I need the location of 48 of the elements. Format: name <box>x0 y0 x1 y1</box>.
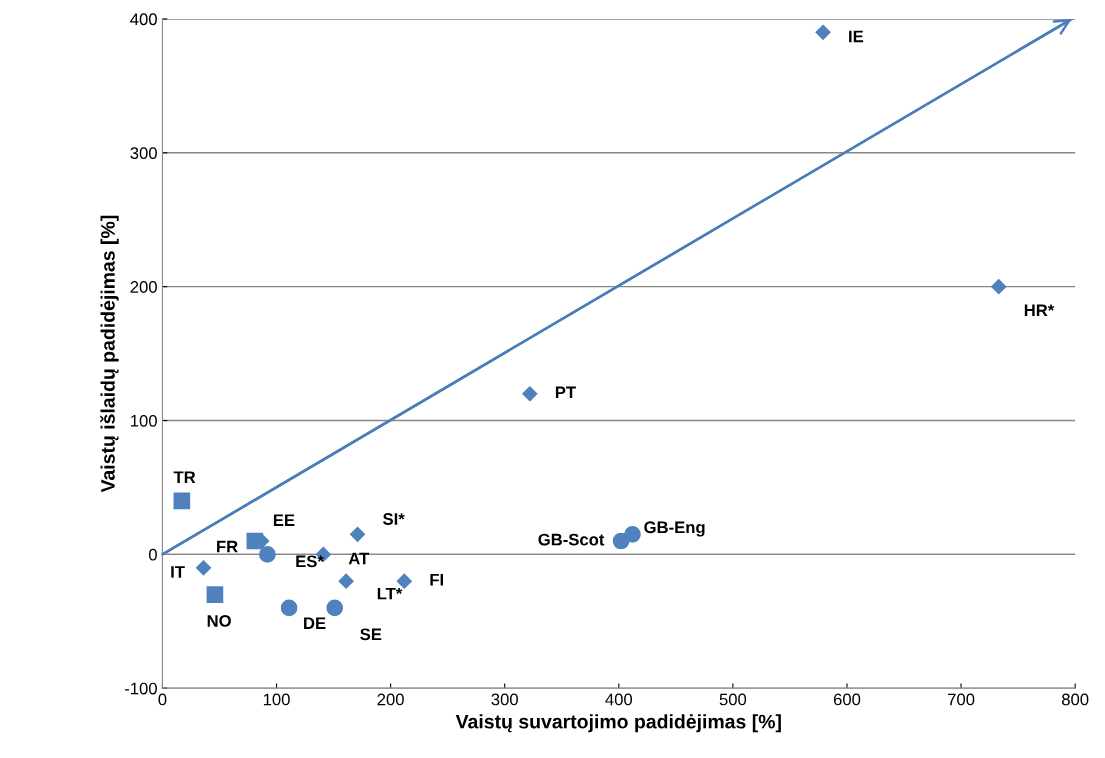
data-label: FR <box>217 540 238 553</box>
data-label: NO <box>207 615 231 627</box>
point <box>815 24 831 40</box>
x-tick-label: 0 <box>158 693 167 706</box>
y-axis-title: Vaistų išlaidų padidėjimas [%] <box>100 215 119 493</box>
point <box>173 492 191 510</box>
data-label: AT <box>348 552 370 565</box>
point <box>259 546 276 563</box>
data-label: GB-Eng <box>644 521 705 537</box>
data-label: PT <box>555 386 576 399</box>
x-tick-label: 500 <box>719 693 747 706</box>
data-label: SI* <box>383 513 405 525</box>
y-tick-label: 300 <box>130 147 157 160</box>
x-tick-label: 700 <box>948 693 975 706</box>
y-tick-label: -100 <box>124 682 157 695</box>
data-label: HR* <box>1024 304 1055 316</box>
data-label: TR <box>173 471 196 483</box>
x-tick-label: 200 <box>377 693 404 706</box>
y-tick-label: 100 <box>131 414 157 427</box>
point <box>280 599 298 617</box>
point <box>206 586 224 603</box>
point <box>338 573 354 589</box>
data-label: EE <box>273 514 295 526</box>
data-label: SE <box>360 628 382 641</box>
data-label: DE <box>304 617 326 629</box>
point <box>349 526 366 542</box>
y-tick-label: 400 <box>130 13 157 26</box>
data-label: LT* <box>377 587 403 600</box>
point <box>195 560 212 576</box>
data-label: FI <box>430 574 443 586</box>
x-tick-label: 300 <box>491 693 518 706</box>
data-label: GB-Scot <box>538 533 605 546</box>
point <box>246 532 264 550</box>
data-label: IT <box>171 566 185 578</box>
x-axis-title: Vaistų suvartojimo padidėjimas [%] <box>455 714 781 733</box>
x-tick-label: 600 <box>833 693 861 706</box>
point <box>522 386 538 402</box>
x-tick-label: 100 <box>263 693 290 706</box>
point <box>396 573 412 589</box>
data-label: ES* <box>296 555 324 568</box>
point <box>326 599 344 617</box>
y-tick-label: 0 <box>148 548 157 561</box>
x-tick-label: 800 <box>1061 693 1089 706</box>
point <box>624 525 641 543</box>
y-tick-label: 200 <box>130 281 157 293</box>
point <box>991 279 1007 295</box>
x-tick-label: 400 <box>605 693 633 706</box>
data-label: IE <box>849 30 864 43</box>
